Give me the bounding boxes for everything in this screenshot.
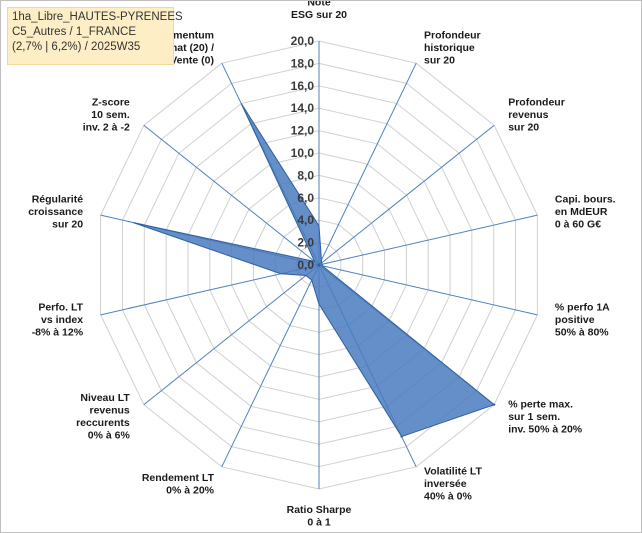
axis-label-line: inversée (424, 478, 467, 490)
tick-label: 2,0 (297, 236, 314, 250)
axis-label: Niveau LT revenus reccurents 0% à 6% (76, 392, 130, 442)
axis-label-line: % perfo 1A (555, 301, 610, 313)
axis-label-line: revenus (508, 109, 548, 121)
info-line: (2,7% | 6,2%) / 2025W35 (12, 41, 141, 53)
data-area (133, 103, 496, 438)
axis-label-line: historique (424, 42, 475, 54)
tick-label: 16,0 (291, 79, 315, 93)
axis-label-line: sur 20 (52, 219, 83, 231)
axis-label-line: 0% à 6% (88, 430, 131, 442)
axis-label: Capi. bours. en MdEUR 0 à 60 G€ (555, 194, 616, 231)
axis-label-line: positive (555, 314, 595, 326)
axis-label: Volatilité LT inversée 40% à 0% (424, 466, 483, 503)
axis-label: % perfo 1A positive 50% à 80% (555, 301, 610, 338)
data-point (400, 435, 403, 438)
axis-label-line: Volatilité LT (424, 466, 483, 478)
axis-label: Rendement LT 0% à 20% (142, 472, 215, 497)
axis-label-line: Capi. bours. (555, 194, 616, 206)
axis-label-line: croissance (28, 206, 83, 218)
axis-spoke (318, 264, 538, 316)
axis-label-line: ESG sur 20 (291, 9, 347, 21)
axis-spoke (143, 264, 320, 406)
axis-label-line: sur 20 (508, 122, 539, 134)
info-line: 1ha_Libre_HAUTES-PYRENEES (12, 11, 183, 23)
axis-label-line: Vente (0) (170, 54, 214, 66)
tick-label: 20,0 (291, 34, 315, 48)
axis-label: Perfo. LT vs index -8% à 12% (32, 301, 84, 338)
axis-label-line: 50% à 80% (555, 326, 609, 338)
axis-label-line: 10 sem. (91, 109, 130, 121)
axis-label-line: sur 1 sem. (508, 411, 560, 423)
axis-label-line: Profondeur (508, 97, 565, 109)
axis-label: Profondeur historique sur 20 (424, 29, 481, 66)
axis-spoke (221, 264, 320, 468)
axis-label-line: Perfo. LT (38, 301, 83, 313)
axis-label-line: 0 à 60 G€ (555, 219, 601, 231)
axis-label-line: Z-score (92, 97, 130, 109)
axis-label-line: Rendement LT (142, 472, 215, 484)
axis-label-line: 40% à 0% (424, 491, 473, 503)
axis-label-line: en MdEUR (555, 206, 608, 218)
axis-label-line: Ratio Sharpe (287, 504, 352, 516)
axis-label-line: Profondeur (424, 29, 481, 41)
axis-label-line: 0% à 20% (166, 484, 215, 496)
axis-label-line: Note (307, 1, 330, 9)
axis-spoke (143, 124, 320, 266)
axis-label: Régularité croissance sur 20 (28, 194, 83, 231)
axis-label-line: sur 20 (424, 54, 455, 66)
axis-label-line: inv. 50% à 20% (508, 423, 583, 435)
axis-label: Profondeur revenus sur 20 (508, 97, 565, 134)
axis-label-line: % perte max. (508, 398, 573, 410)
axis-label-line: revenus (90, 405, 130, 417)
data-point (317, 263, 321, 267)
axis-label-line: -8% à 12% (32, 326, 84, 338)
axis-label-line: 0 à 1 (307, 517, 331, 529)
axis-label: Note ESG sur 20 (291, 1, 347, 21)
tick-label: 8,0 (297, 168, 314, 182)
axis-label: Ratio Sharpe 0 à 1 (287, 504, 352, 529)
tick-label: 14,0 (291, 101, 315, 115)
axis-label-line: inv. 2 à -2 (83, 122, 130, 134)
info-line: C5_Autres / 1_FRANCE (12, 26, 136, 38)
tick-label: 6,0 (297, 191, 314, 205)
tick-label: 18,0 (291, 56, 315, 70)
axis-label: Z-score 10 sem. inv. 2 à -2 (83, 97, 130, 134)
info-box: 1ha_Libre_HAUTES-PYRENEES C5_Autres / 1_… (7, 7, 183, 65)
axis-label: % perte max. sur 1 sem. inv. 50% à 20% (508, 398, 583, 435)
tick-label: 0,0 (297, 258, 314, 272)
tick-label: 12,0 (291, 124, 315, 138)
axis-spoke (318, 214, 538, 266)
axis-spoke (318, 62, 417, 266)
axis-label-line: vs index (41, 314, 83, 326)
tick-label: 4,0 (297, 213, 314, 227)
data-point (492, 403, 496, 406)
tick-label: 10,0 (291, 146, 315, 160)
axis-label-line: Niveau LT (80, 392, 130, 404)
axis-label-line: reccurents (76, 417, 130, 429)
axis-label-line: Régularité (32, 194, 84, 206)
axis-spoke (318, 124, 495, 266)
